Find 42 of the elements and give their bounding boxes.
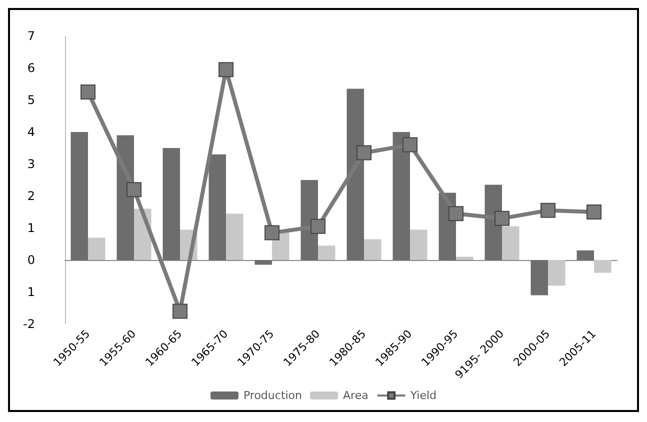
- y-tick-label: 7: [27, 29, 35, 43]
- point: [540, 202, 556, 218]
- bar: [318, 246, 336, 260]
- bar: [364, 239, 382, 260]
- legend-label: Yield: [409, 389, 437, 402]
- bar: [576, 250, 594, 260]
- bar: [548, 260, 566, 286]
- point: [494, 210, 510, 226]
- bar: [502, 226, 520, 260]
- bar: [208, 154, 226, 260]
- bar: [70, 132, 88, 260]
- point: [218, 62, 234, 78]
- bar: [530, 260, 548, 296]
- y-tick-label: -2: [23, 317, 35, 331]
- legend-label: Production: [243, 389, 302, 402]
- y-tick-label: 2: [27, 189, 35, 203]
- point: [172, 304, 188, 319]
- bar: [410, 230, 428, 260]
- point: [356, 145, 372, 160]
- bar: [594, 260, 612, 273]
- point: [310, 218, 326, 234]
- point: [80, 84, 96, 100]
- point: [264, 225, 280, 240]
- y-tick-label: 6: [27, 61, 35, 75]
- y-tick-label: 0: [27, 253, 35, 267]
- point: [586, 204, 602, 220]
- bar: [226, 214, 244, 260]
- bar: [456, 256, 474, 260]
- bar: [254, 260, 272, 265]
- bar: [346, 88, 364, 260]
- y-tick-label: 1: [27, 221, 35, 235]
- y-tick-label: 3: [27, 157, 35, 171]
- bar: [162, 148, 180, 260]
- bar: [88, 238, 106, 260]
- y-tick-label: 1: [27, 285, 35, 299]
- bar: [392, 132, 410, 260]
- point: [448, 206, 464, 222]
- y-tick-label: 4: [27, 125, 35, 139]
- legend-label: Area: [343, 389, 368, 402]
- y-tick-label: 5: [27, 93, 35, 107]
- point: [126, 182, 142, 198]
- point: [402, 137, 418, 152]
